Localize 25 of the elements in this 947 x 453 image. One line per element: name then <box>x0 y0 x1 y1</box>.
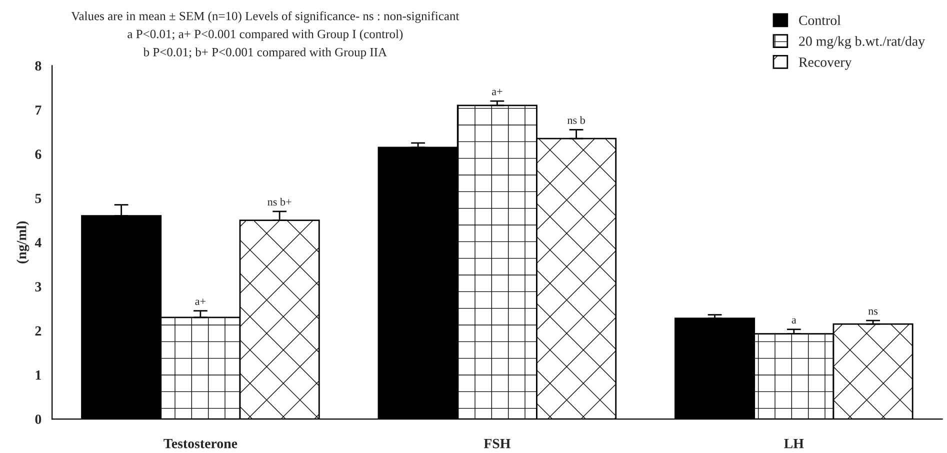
x-tick-label: Testosterone <box>164 439 238 448</box>
y-tick-label: 0 <box>35 414 42 424</box>
data-label: a+ <box>492 88 502 96</box>
y-tick-label: 6 <box>35 150 42 159</box>
y-tick-label: 3 <box>35 282 42 292</box>
y-tick-label: 4 <box>34 238 42 248</box>
y-axis-title: (ng/ml) <box>16 221 30 264</box>
y-tick-label: 5 <box>35 194 42 204</box>
data-label: a+ <box>195 298 206 306</box>
data-label: ns <box>868 309 878 315</box>
text: Values are in mean ± SEM (n=10) Levels of significance- ns : non-significant <box>71 11 460 23</box>
y-tick-label: 8 <box>35 61 42 71</box>
x-tick-label: FSH <box>484 438 510 448</box>
data-label: a <box>792 318 796 324</box>
text: a P<0.01; a+ P<0.001 compared with Group I (control) <box>128 29 403 41</box>
y-tick-label: 2 <box>35 326 42 336</box>
legend-label: Recovery <box>798 58 852 70</box>
legend-label: 20 mg/kg b.wt./rat/day <box>799 36 925 49</box>
y-tick-label: 7 <box>36 106 42 115</box>
x-tick-label: LH <box>784 439 804 448</box>
legend-label: Control <box>799 15 841 26</box>
data-label: ns b <box>567 116 585 124</box>
data-label: ns b+ <box>268 198 292 206</box>
text: b P<0.01; b+ P<0.001 compared with Group IIA <box>143 48 387 59</box>
y-tick-label: 1 <box>36 370 41 380</box>
